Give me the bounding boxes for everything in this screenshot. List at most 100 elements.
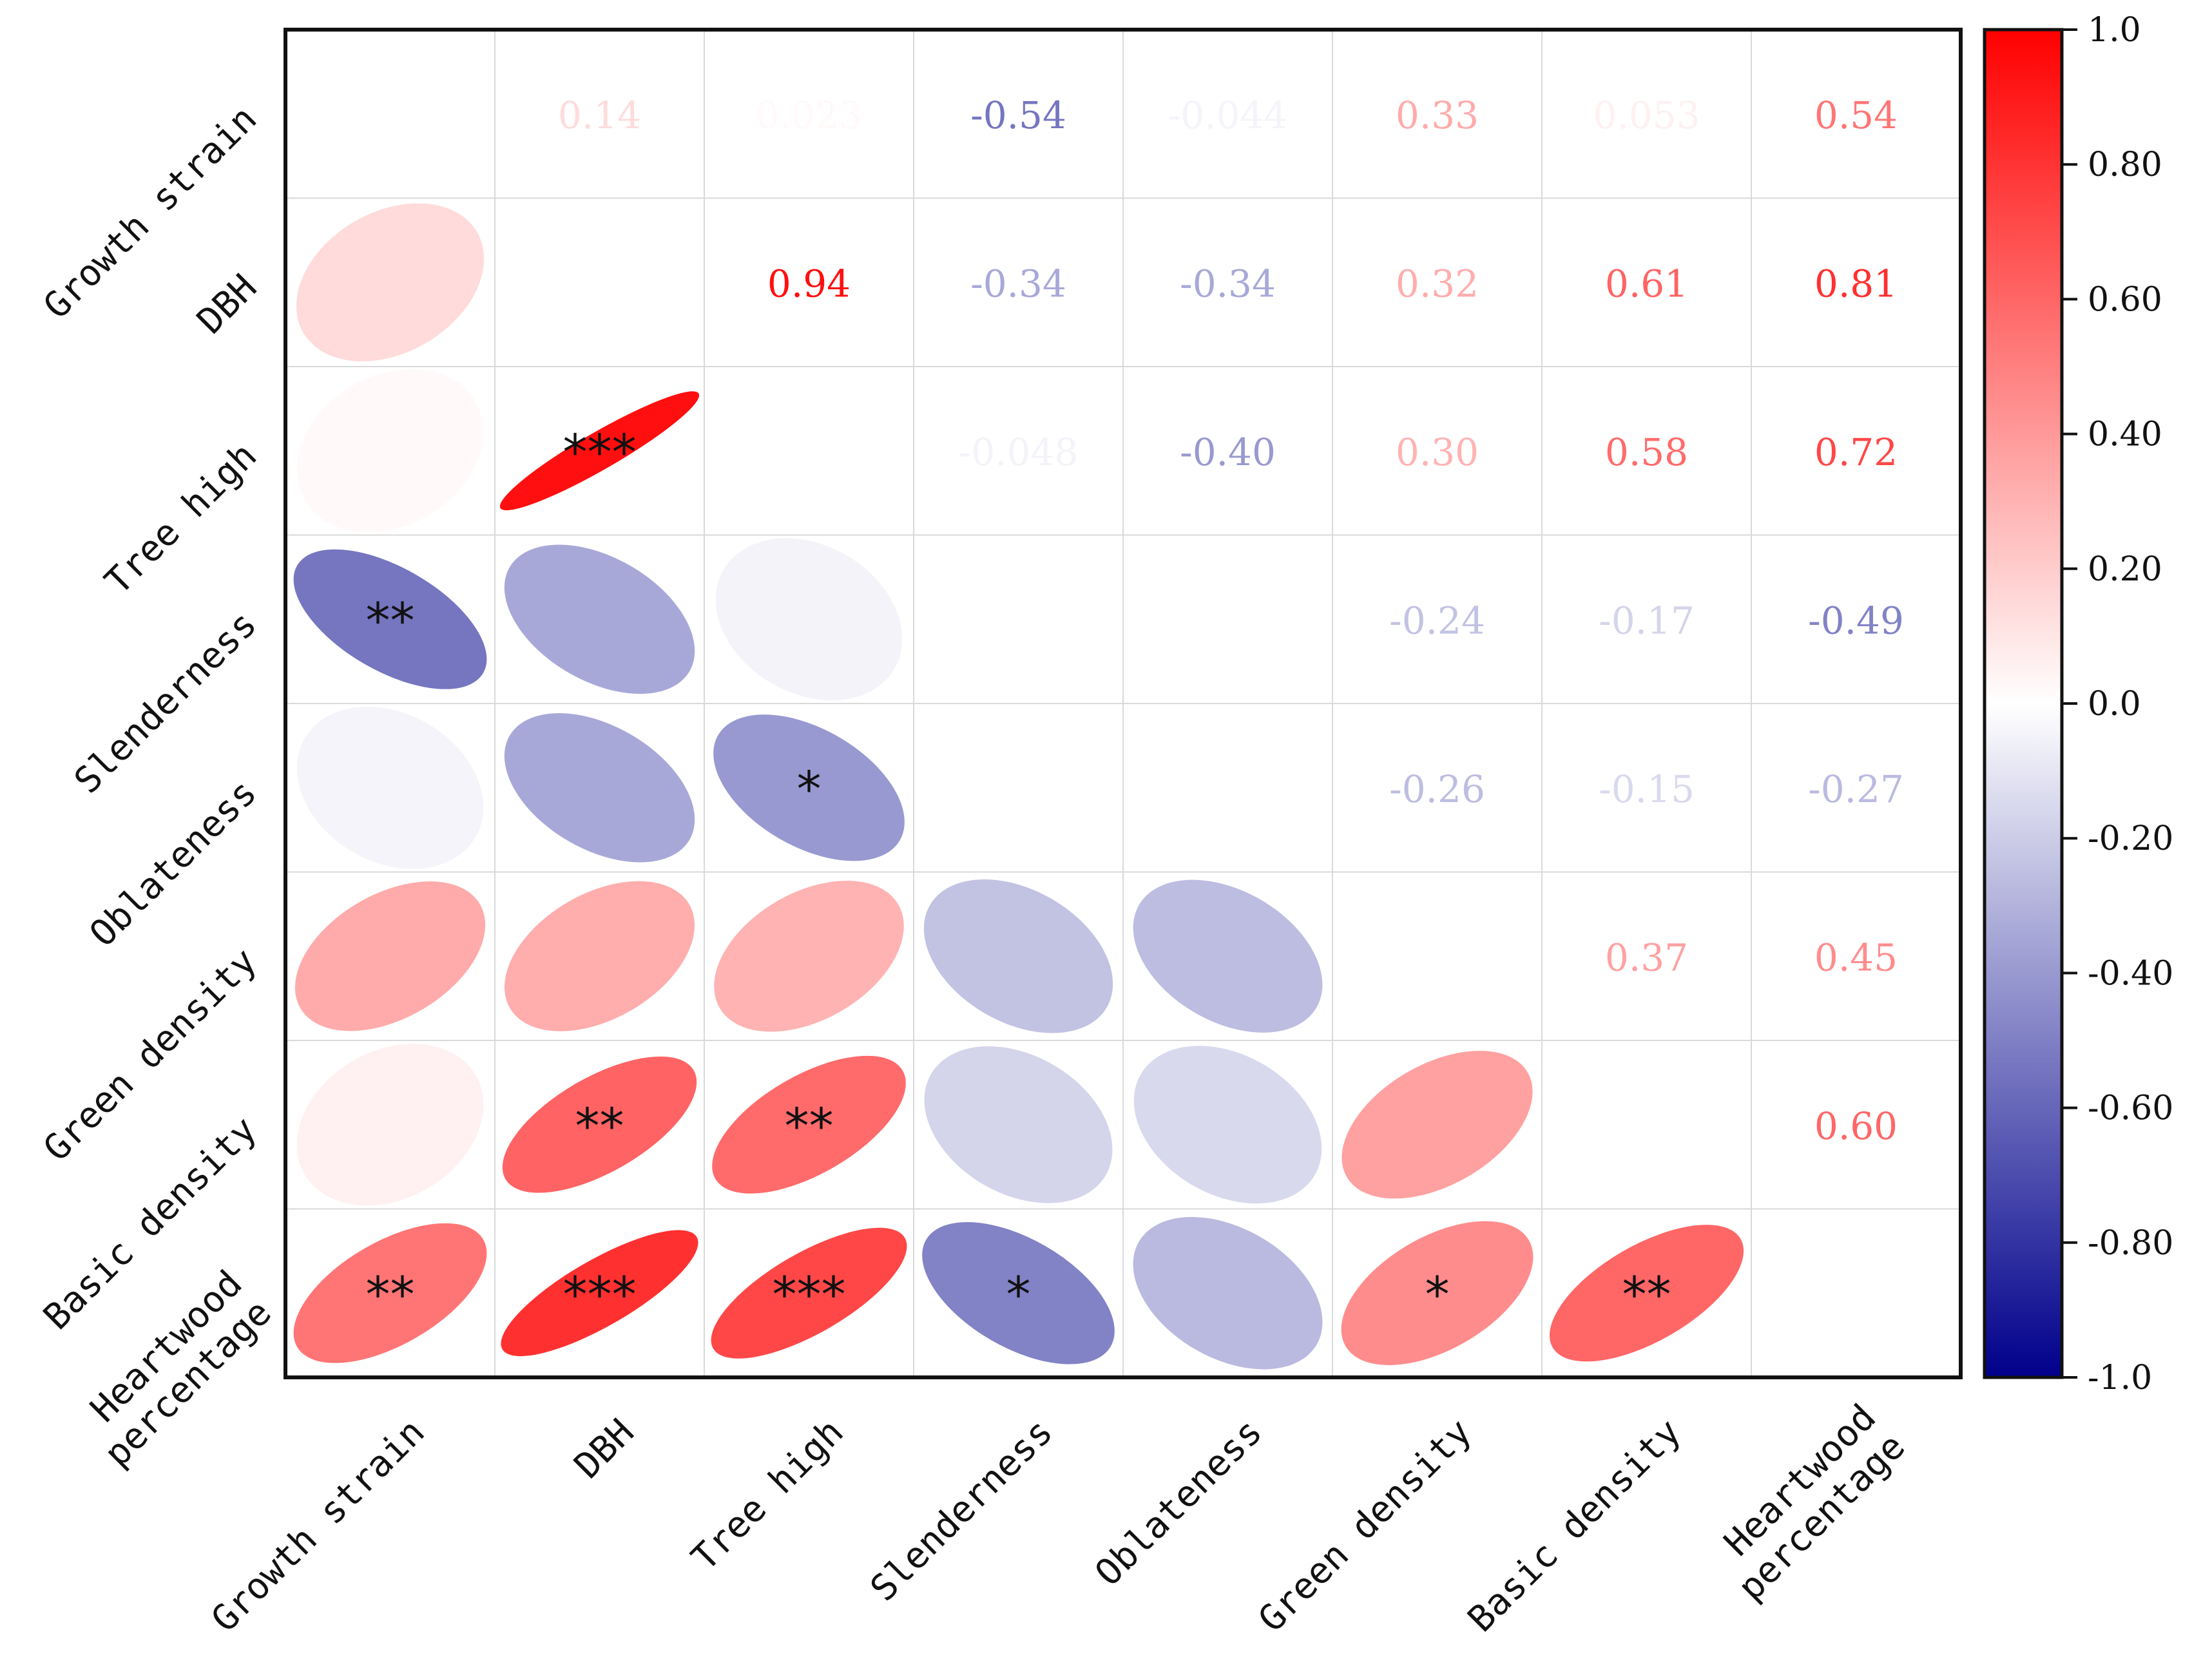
plot-frame [284, 28, 1963, 1379]
significance-marker: ** [366, 591, 415, 649]
correlation-ellipse [296, 203, 485, 361]
correlation-value: -0.34 [1180, 262, 1276, 305]
correlation-ellipse [1133, 1217, 1323, 1370]
significance-marker: ** [366, 1265, 415, 1323]
correlation-value: 0.30 [1396, 430, 1479, 474]
significance-marker: *** [563, 1265, 637, 1323]
correlation-ellipse [922, 1221, 1115, 1364]
significance-marker: * [1006, 1265, 1031, 1323]
correlation-value: 0.72 [1814, 430, 1898, 474]
correlation-value: -0.15 [1599, 767, 1695, 811]
grid-lines [285, 30, 1961, 1377]
correlation-value: -0.044 [1168, 93, 1288, 137]
colorbar-tick-label: -0.60 [2088, 1089, 2173, 1128]
x-axis-labels: Growth strain DBH Tree high Slenderness Obla… [204, 1397, 1914, 1641]
correlation-ellipse [504, 544, 695, 694]
correlation-ellipse [715, 538, 903, 701]
y-axis-label: Oblateness [82, 772, 265, 955]
correlation-value: 0.61 [1605, 262, 1688, 305]
colorbar-tick-label: 0.80 [2088, 146, 2162, 184]
correlation-ellipse [1342, 1051, 1533, 1199]
correlation-ellipse [504, 713, 695, 863]
correlation-ellipse [711, 1227, 907, 1359]
correlation-ellipse [293, 549, 487, 689]
y-axis-label: DBH [189, 267, 265, 342]
correlation-value: 0.32 [1396, 262, 1479, 305]
colorbar-tick-label: 0.20 [2088, 550, 2162, 589]
colorbar-tick-label: -0.20 [2088, 819, 2173, 858]
correlation-ellipse [924, 1046, 1113, 1203]
x-axis-label: Oblateness [1087, 1411, 1270, 1594]
correlation-value: -0.27 [1808, 767, 1904, 811]
y-axis-label-line: Oblateness [82, 772, 265, 955]
x-axis-label: Green density [1251, 1411, 1480, 1640]
x-axis-label: Tree high [684, 1411, 852, 1579]
y-axis-label-line: Tree high [97, 435, 265, 603]
colorbar-tick-label: 1.0 [2088, 11, 2141, 50]
correlation-ellipse [293, 1223, 487, 1363]
correlation-ellipse [1133, 879, 1323, 1033]
correlation-value: 0.58 [1605, 430, 1688, 474]
colorbar-tick-label: -1.0 [2088, 1359, 2152, 1397]
correlation-ellipse [1341, 1221, 1534, 1366]
correlation-value: 0.37 [1605, 935, 1688, 979]
significance-marker: * [1425, 1265, 1450, 1323]
x-axis-label: DBH [566, 1411, 642, 1486]
correlation-value: 0.60 [1814, 1104, 1898, 1148]
correlation-ellipse [714, 881, 904, 1032]
x-axis-label: Slenderness [863, 1411, 1061, 1609]
correlation-ellipse [297, 369, 483, 533]
colorbar-tick-label: -0.40 [2088, 954, 2173, 993]
colorbar-tick-label: 0.60 [2088, 280, 2162, 319]
x-axis-label-line: Basic density [1460, 1411, 1689, 1640]
correlation-value: 0.54 [1814, 93, 1898, 137]
correlation-ellipse [502, 1056, 697, 1193]
correlation-value: 0.14 [558, 93, 641, 137]
x-axis-label: Growth strain [204, 1411, 433, 1640]
correlation-ellipse [1549, 1225, 1744, 1362]
correlation-value: 0.023 [755, 93, 862, 137]
x-axis-label-line: DBH [566, 1411, 642, 1486]
correlation-ellipse [294, 881, 486, 1031]
colorbar-tick-label: 0.0 [2088, 685, 2141, 723]
x-axis-label-line: Tree high [684, 1411, 852, 1579]
correlation-value: -0.26 [1389, 767, 1485, 811]
significance-marker: ** [575, 1097, 624, 1154]
x-axis-label-line: Oblateness [1087, 1411, 1270, 1594]
correlation-ellipse [499, 391, 700, 511]
correlation-value: -0.34 [970, 262, 1066, 305]
correlation-value: -0.24 [1389, 598, 1485, 642]
correlation-ellipse [296, 1044, 484, 1206]
correlation-value: 0.81 [1814, 262, 1898, 305]
colorbar: 1.0 0.80 0.60 0.40 0.20 0.0 -0.20 -0.40 -0.60 -0.… [1983, 11, 2173, 1397]
significance-marker: ** [785, 1097, 834, 1154]
correlation-ellipse [713, 714, 905, 861]
correlation-ellipse [712, 1055, 906, 1194]
correlation-value: -0.17 [1599, 598, 1695, 642]
correlation-value: -0.49 [1808, 598, 1904, 642]
correlation-ellipse [1133, 1046, 1322, 1204]
x-axis-label-line: Green density [1251, 1411, 1480, 1640]
x-axis-label-line: Slenderness [863, 1411, 1061, 1609]
correlation-ellipse [296, 706, 484, 869]
colorbar-tick-label: -0.80 [2088, 1224, 2173, 1263]
significance-marker: * [797, 760, 822, 818]
y-axis-label-line: DBH [189, 267, 265, 342]
x-axis-label: Basic density [1460, 1411, 1689, 1640]
significance-marker: *** [773, 1265, 846, 1323]
correlation-value: -0.54 [970, 93, 1066, 137]
significance-marker: ** [1622, 1265, 1671, 1323]
colorbar-gradient [1983, 28, 2064, 1379]
correlation-value: 0.33 [1396, 93, 1479, 137]
correlation-value: -0.048 [959, 430, 1079, 474]
correlation-value: 0.94 [767, 262, 851, 305]
colorbar-tick-label: 0.40 [2088, 416, 2162, 454]
correlation-value: 0.053 [1593, 93, 1700, 137]
significance-marker: *** [563, 423, 637, 481]
correlation-ellipse [505, 881, 695, 1031]
correlation-cells: 0.14 0.023 -0.54 -0.044 0.33 0.053 0.54 0.94 -0.… [293, 93, 1904, 1370]
correlation-ellipse [923, 879, 1113, 1033]
x-axis-label-line: Growth strain [204, 1411, 433, 1640]
